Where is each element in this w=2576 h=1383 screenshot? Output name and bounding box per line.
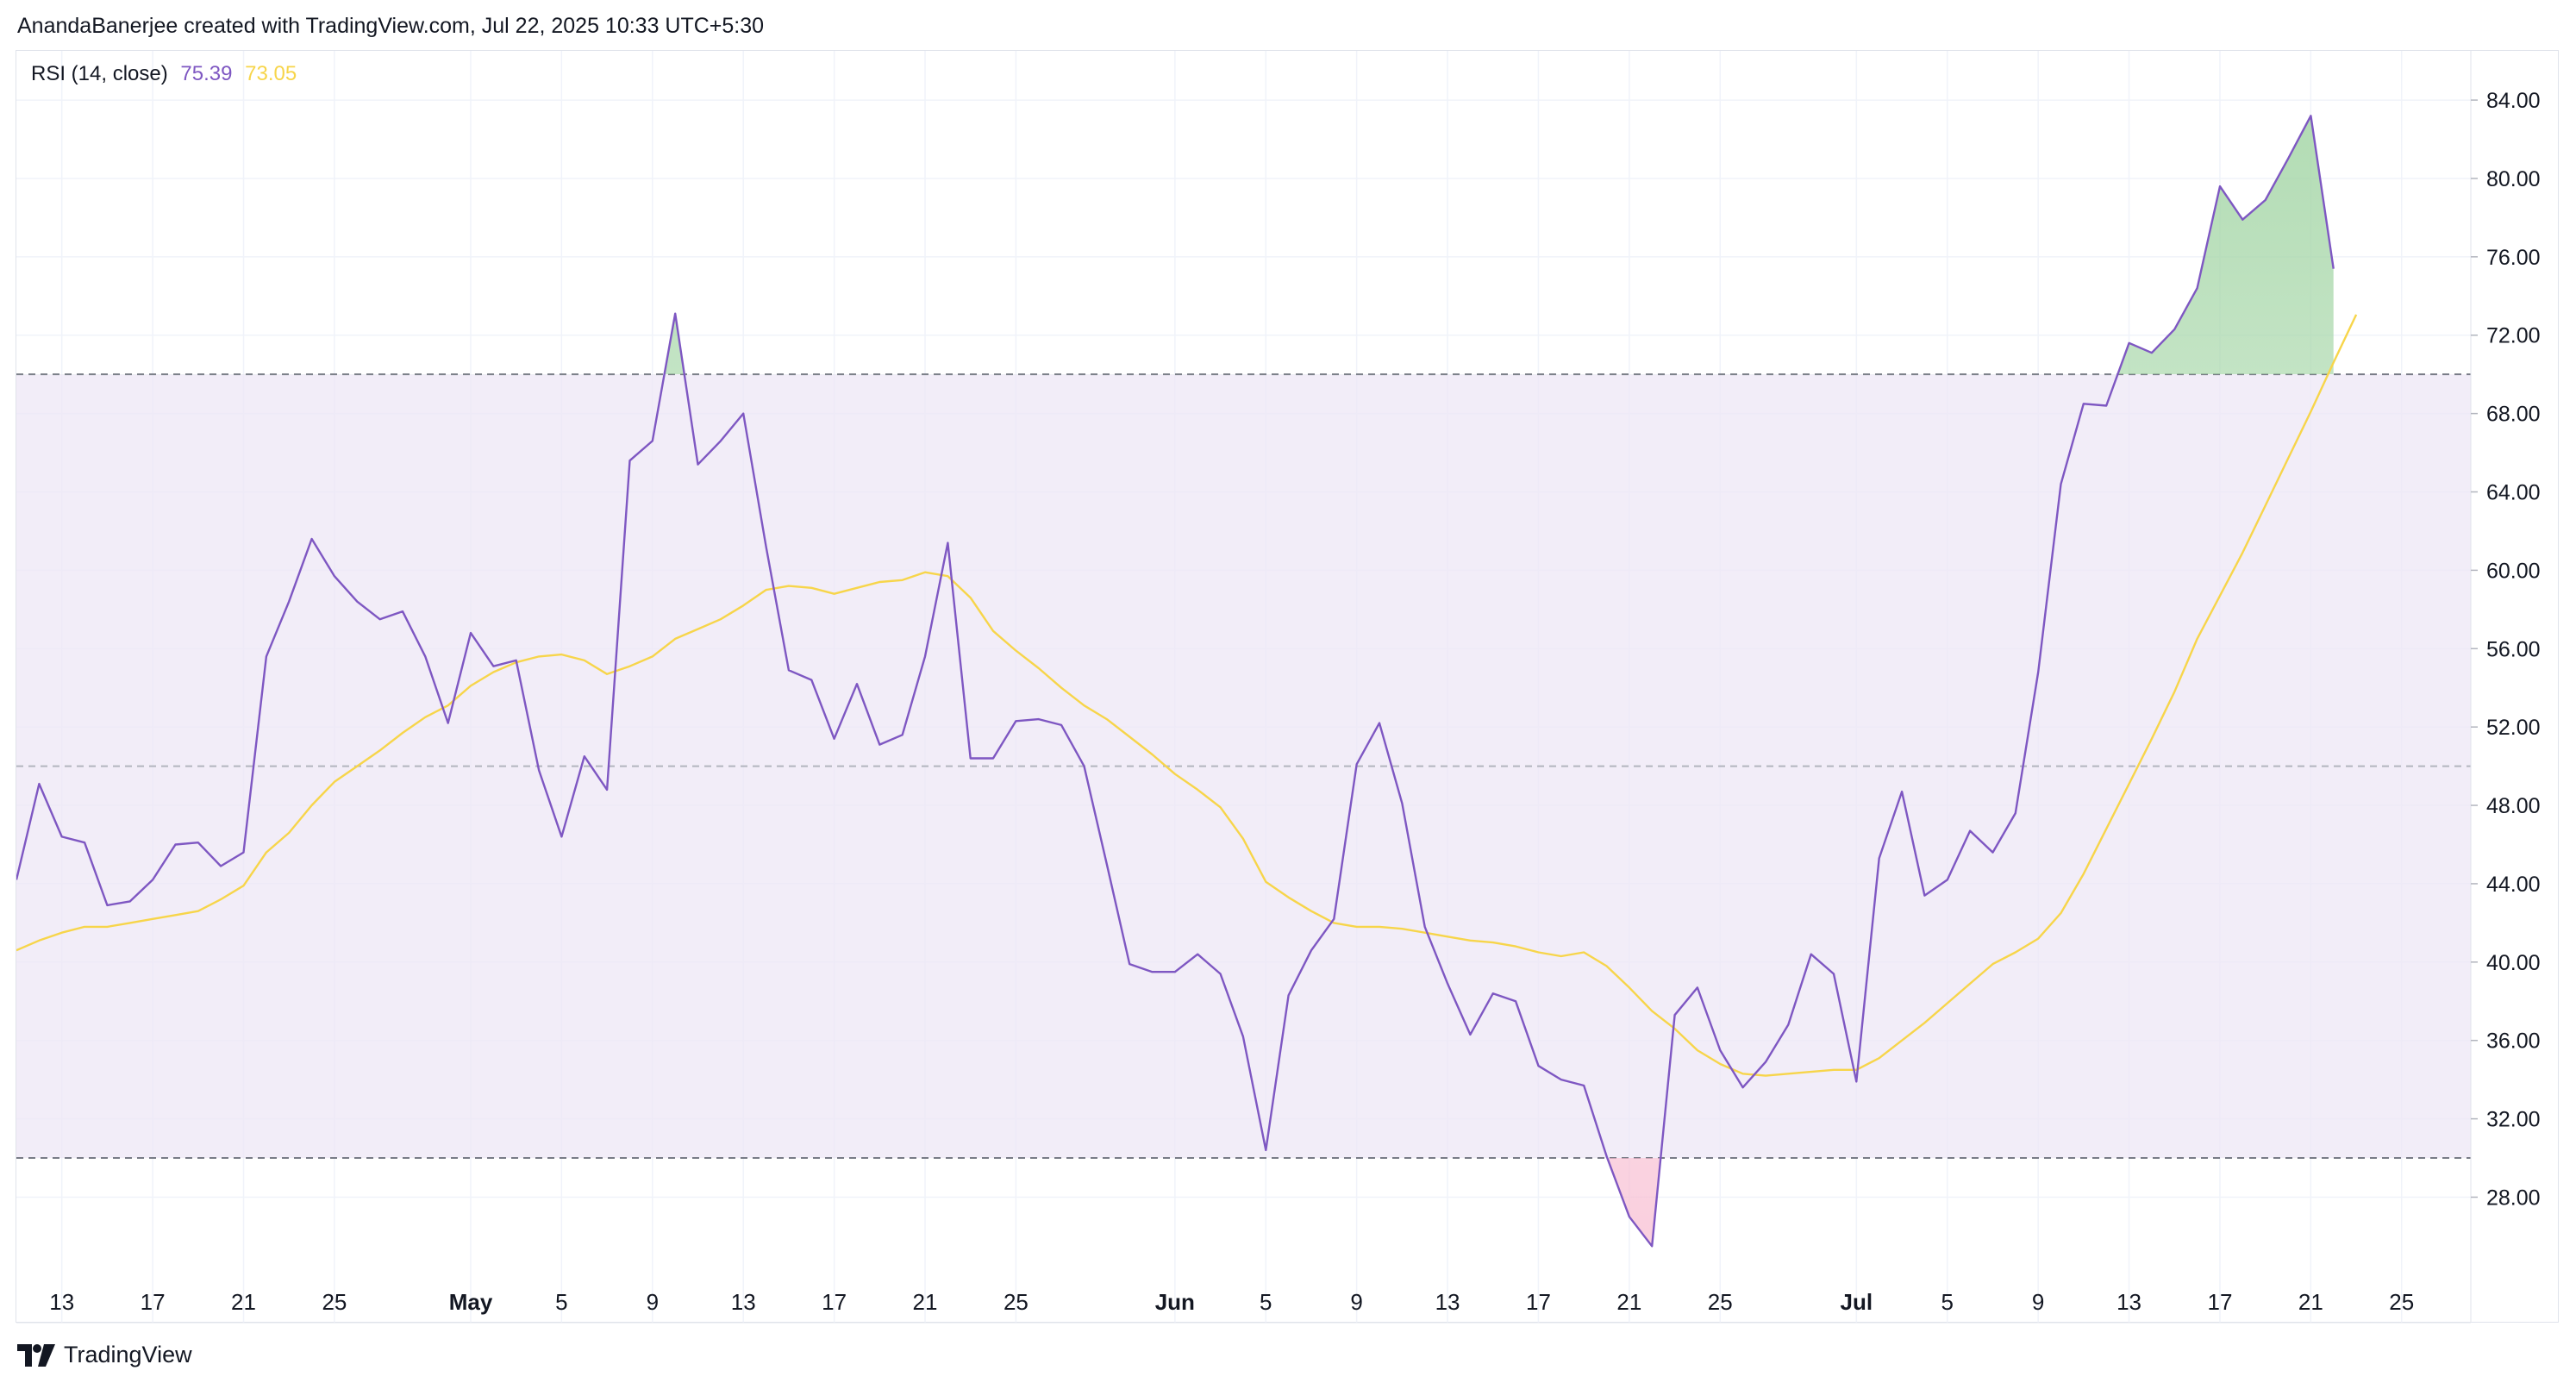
tradingview-logo-icon — [17, 1343, 55, 1367]
x-tick-label: 25 — [1004, 1289, 1029, 1315]
y-tick-label: 32.00 — [2486, 1108, 2541, 1132]
y-tick-label: 80.00 — [2486, 167, 2541, 191]
y-axis: 28.00 32.00 36.00 40.00 44.00 48.00 52.00 56.00… — [2471, 89, 2541, 1210]
y-tick-label: 76.00 — [2486, 246, 2541, 270]
rsi-ma-line — [16, 314, 2358, 1077]
y-tick-label: 68.00 — [2486, 403, 2541, 427]
x-tick-label: 13 — [2116, 1289, 2141, 1315]
rsi-ma-current-value: 73.05 — [245, 62, 297, 85]
x-tick-label: Jun — [1155, 1289, 1195, 1315]
y-tick-label: 48.00 — [2486, 794, 2541, 818]
tradingview-brand-text: TradingView — [64, 1342, 192, 1367]
y-tick-label: 64.00 — [2486, 481, 2541, 505]
x-tick-label: 21 — [1616, 1289, 1641, 1315]
x-tick-label: 9 — [1350, 1289, 1362, 1315]
x-tick-label: 5 — [1260, 1289, 1272, 1315]
indicator-label: RSI (14, close) — [31, 62, 168, 85]
x-tick-label: 21 — [231, 1289, 256, 1315]
rsi-line — [16, 115, 2335, 1248]
x-axis: 13 17 21 25 May 5 9 13 17 21 25 Jun 5 9 13 17 21 25 Jul 5 9 1… — [49, 1289, 2414, 1315]
x-tick-label: 13 — [731, 1289, 756, 1315]
x-tick-label: 9 — [647, 1289, 659, 1315]
x-tick-label: 21 — [2298, 1289, 2323, 1315]
y-tick-label: 72.00 — [2486, 324, 2541, 348]
y-tick-label: 52.00 — [2486, 716, 2541, 740]
indicator-legend[interactable]: RSI (14, close) 75.39 73.05 — [31, 62, 297, 86]
x-tick-label: 17 — [822, 1289, 847, 1315]
x-tick-label: 25 — [2389, 1289, 2414, 1315]
y-tick-label: 36.00 — [2486, 1029, 2541, 1054]
x-tick-label: 9 — [2032, 1289, 2044, 1315]
x-tick-label: May — [449, 1289, 493, 1315]
x-tick-label: 21 — [913, 1289, 938, 1315]
y-tick-label: 28.00 — [2486, 1186, 2541, 1210]
x-tick-label: 17 — [141, 1289, 166, 1315]
x-tick-label: 25 — [322, 1289, 347, 1315]
rsi-current-value: 75.39 — [180, 62, 233, 85]
chart-attribution: AnandaBanerjee created with TradingView.… — [17, 14, 765, 38]
x-tick-label: 13 — [49, 1289, 74, 1315]
x-tick-label: 5 — [555, 1289, 567, 1315]
x-tick-label: 25 — [1708, 1289, 1733, 1315]
x-tick-label: 17 — [2207, 1289, 2232, 1315]
x-tick-label: 17 — [1526, 1289, 1551, 1315]
tradingview-logo[interactable]: TradingView — [17, 1342, 192, 1368]
x-tick-label: Jul — [1841, 1289, 1873, 1315]
x-tick-label: 5 — [1941, 1289, 1954, 1315]
oversold-fill — [1607, 1158, 1661, 1247]
y-tick-label: 44.00 — [2486, 873, 2541, 897]
y-tick-label: 56.00 — [2486, 637, 2541, 661]
x-tick-label: 13 — [1435, 1289, 1460, 1315]
y-tick-label: 60.00 — [2486, 559, 2541, 583]
y-tick-label: 40.00 — [2486, 951, 2541, 975]
y-tick-label: 84.00 — [2486, 89, 2541, 113]
